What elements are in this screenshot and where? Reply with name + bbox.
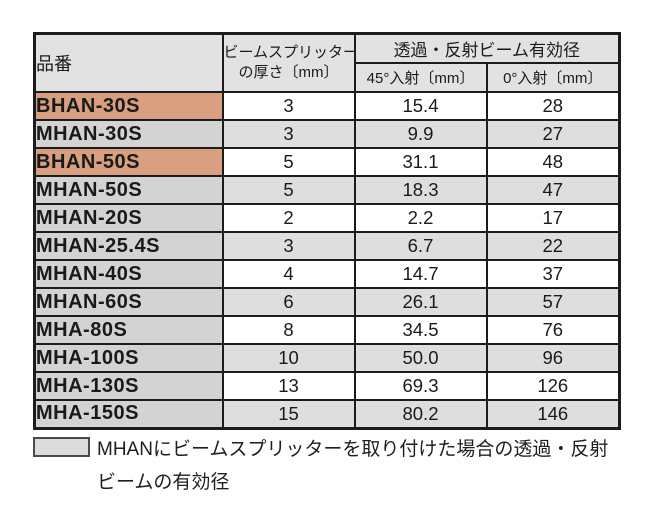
dia-45-cell: 18.3 — [353, 175, 488, 205]
dia-0-cell: 47 — [485, 175, 621, 205]
dia-45-cell: 69.3 — [353, 371, 488, 401]
dia-45-cell: 2.2 — [353, 203, 488, 233]
table-row: MHAN-25.4S 3 6.7 22 — [33, 231, 621, 261]
legend-gray-swatch — [33, 437, 90, 457]
table-row: MHAN-20S 2 2.2 17 — [33, 203, 621, 233]
part-number-cell: MHAN-60S — [33, 287, 224, 317]
table-row: MHA-80S 8 34.5 76 — [33, 315, 621, 345]
part-number-cell: MHA-130S — [33, 371, 224, 401]
dia-45-cell: 14.7 — [353, 259, 488, 289]
thickness-cell: 15 — [221, 399, 356, 429]
thickness-cell: 5 — [221, 147, 356, 177]
header-part-number: 品番 — [33, 32, 224, 93]
table-row: MHAN-50S 5 18.3 47 — [33, 175, 621, 205]
thickness-cell: 8 — [221, 315, 356, 345]
dia-0-cell: 28 — [485, 91, 621, 121]
table-row: MHA-150S 15 80.2 146 — [33, 399, 621, 429]
table-row: MHAN-40S 4 14.7 37 — [33, 259, 621, 289]
part-number-cell: MHA-100S — [33, 343, 224, 373]
part-number-cell: MHA-80S — [33, 315, 224, 345]
part-number-cell: MHAN-20S — [33, 203, 224, 233]
header-beam-diameter-group: 透過・反射ビーム有効径 — [353, 32, 621, 64]
part-number-cell: MHAN-50S — [33, 175, 224, 205]
dia-45-cell: 31.1 — [353, 147, 488, 177]
header-splitter-thickness-line2: の厚さ〔mm〕 — [238, 64, 339, 81]
thickness-cell: 2 — [221, 203, 356, 233]
dia-0-cell: 96 — [485, 343, 621, 373]
header-splitter-thickness-line1: ビームスプリッター — [223, 44, 355, 61]
dia-45-cell: 50.0 — [353, 343, 488, 373]
thickness-cell: 4 — [221, 259, 356, 289]
table-row: MHA-130S 13 69.3 126 — [33, 371, 621, 401]
spec-table-header: 品番 ビームスプリッター の厚さ〔mm〕 透過・反射ビーム有効径 45°入射〔m… — [33, 32, 621, 93]
dia-0-cell: 27 — [485, 119, 621, 149]
dia-0-cell: 48 — [485, 147, 621, 177]
dia-0-cell: 57 — [485, 287, 621, 317]
thickness-cell: 5 — [221, 175, 356, 205]
part-number-cell: MHAN-30S — [33, 119, 224, 149]
dia-45-cell: 26.1 — [353, 287, 488, 317]
header-splitter-thickness: ビームスプリッター の厚さ〔mm〕 — [221, 32, 356, 93]
dia-0-cell: 146 — [485, 399, 621, 429]
table-row: BHAN-50S 5 31.1 48 — [33, 147, 621, 177]
part-number-cell: MHAN-25.4S — [33, 231, 224, 261]
dia-0-cell: 22 — [485, 231, 621, 261]
thickness-cell: 6 — [221, 287, 356, 317]
thickness-cell: 3 — [221, 231, 356, 261]
part-number-cell: MHA-150S — [33, 399, 224, 429]
dia-45-cell: 34.5 — [353, 315, 488, 345]
table-row: MHAN-30S 3 9.9 27 — [33, 119, 621, 149]
thickness-cell: 3 — [221, 91, 356, 121]
dia-45-cell: 9.9 — [353, 119, 488, 149]
table-row: MHAN-60S 6 26.1 57 — [33, 287, 621, 317]
part-number-cell: BHAN-30S — [33, 91, 224, 121]
part-number-cell: BHAN-50S — [33, 147, 224, 177]
legend-note: MHANにビームスプリッターを取り付けた場合の透過・反射ビームの有効径 — [97, 439, 609, 493]
header-0deg-incidence: 0°入射〔mm〕 — [485, 62, 621, 93]
dia-0-cell: 76 — [485, 315, 621, 345]
dia-45-cell: 6.7 — [353, 231, 488, 261]
dia-0-cell: 17 — [485, 203, 621, 233]
dia-0-cell: 37 — [485, 259, 621, 289]
part-number-cell: MHAN-40S — [33, 259, 224, 289]
dia-45-cell: 80.2 — [353, 399, 488, 429]
table-row: BHAN-30S 3 15.4 28 — [33, 91, 621, 121]
spec-table: 品番 ビームスプリッター の厚さ〔mm〕 透過・反射ビーム有効径 45°入射〔m… — [33, 32, 621, 430]
thickness-cell: 13 — [221, 371, 356, 401]
table-row: MHA-100S 10 50.0 96 — [33, 343, 621, 373]
dia-45-cell: 15.4 — [353, 91, 488, 121]
header-45deg-incidence: 45°入射〔mm〕 — [353, 62, 488, 93]
dia-0-cell: 126 — [485, 371, 621, 401]
thickness-cell: 10 — [221, 343, 356, 373]
thickness-cell: 3 — [221, 119, 356, 149]
